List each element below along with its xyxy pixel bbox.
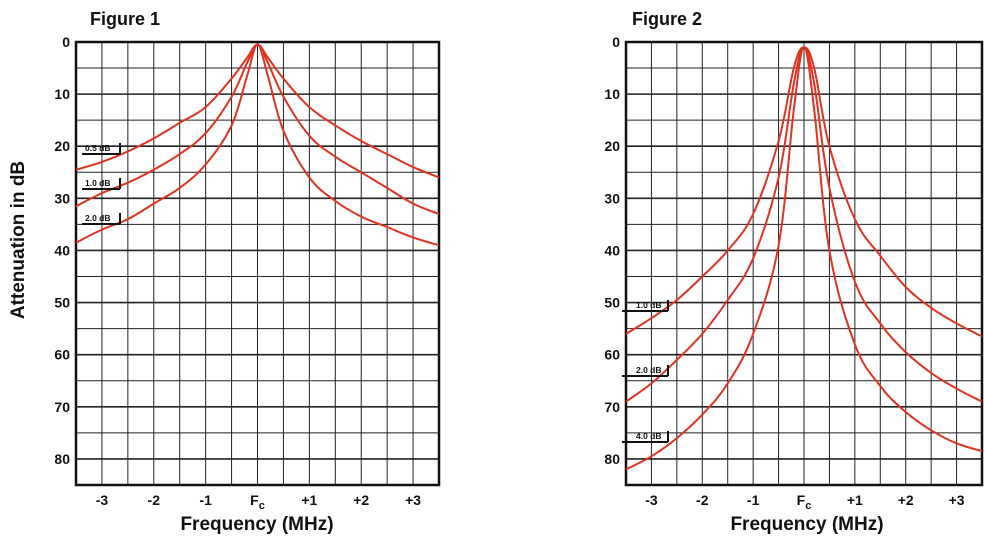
figure-1-x-axis-title: Frequency (MHz) [180,514,333,535]
figure-2-y-tick-label: 30 [604,190,620,206]
figure-2-y-tick-label: 0 [612,34,620,50]
figure-2-tag-label-0: 1.0 dB [636,300,662,310]
figure-1-plot-frame [74,40,441,487]
figure-2-title: Figure 2 [632,9,702,29]
figure-1-x-tick-label: +1 [301,492,317,508]
figure-2-y-tick-label: 20 [604,138,620,154]
figure-2: Figure 2 0 10 20 30 40 50 60 70 80 -3 -2 -1 Fc +1 +2 +3… [604,9,984,535]
figure-2-x-tick-label: -2 [696,492,709,508]
figure-1-y-tick-label: 30 [54,190,70,206]
figure-2-x-tick-label: +1 [847,492,863,508]
figure-2-tag-2: 4.0 dB [622,431,669,443]
figure-2-y-tick-label: 10 [604,86,620,102]
figure-1-y-tick-label: 50 [54,295,70,311]
figure-2-y-tick-label: 80 [604,451,620,467]
figure-2-x-tick-label: +2 [898,492,914,508]
figure-2-x-tick-label: Fc [797,492,812,512]
figure-1: Figure 1 Attenuation in dB 0 10 20 30 40 50 60… [8,9,441,535]
figure-1-x-tick-label: +2 [353,492,369,508]
figure-2-y-tick-label: 40 [604,242,620,258]
figure-1-tag-1: 1.0 dB [82,178,121,190]
figure-2-tag-label-1: 2.0 dB [636,365,662,375]
figure-2-x-axis-title: Frequency (MHz) [730,514,883,535]
figure-1-y-tick-label: 60 [54,347,70,363]
figure-1-y-tick-label: 10 [54,86,70,102]
figure-1-y-tick-label: 20 [54,138,70,154]
figure-2-tag-label-2: 4.0 dB [636,431,662,441]
figure-1-tag-label-1: 1.0 dB [85,178,111,188]
figure-1-series-group [75,43,440,247]
figure-1-tag-label-0: 0.5 dB [85,143,111,153]
figure-1-tag-0: 0.5 dB [82,143,121,155]
figure-1-y-tick-label: 0 [62,34,70,50]
figure-2-y-tick-label: 50 [604,295,620,311]
figure-2-tag-1: 2.0 dB [622,365,669,377]
figure-2-series-2 [625,46,983,471]
figure-2-x-tick-label: -1 [747,492,760,508]
figure-1-tag-2: 2.0 dB [82,213,121,225]
figure-2-plot-frame [624,40,984,487]
figure-1-x-tick-label: -1 [199,492,212,508]
figure-1-y-axis-title: Attenuation in dB [8,161,29,319]
figure-1-y-tick-label: 70 [54,399,70,415]
figure-1-x-tick-label: -3 [96,492,109,508]
figure-2-y-tick-label: 70 [604,399,620,415]
figure-1-grid: 0 10 20 30 40 50 60 70 80 -3 -2 -1 Fc +1 +2 +3 [54,34,441,512]
figure-1-x-tick-label: -2 [148,492,161,508]
figure-1-y-tick-label: 80 [54,451,70,467]
figure-1-tag-label-2: 2.0 dB [85,213,111,223]
figure-2-x-tick-label: +3 [949,492,965,508]
figure-1-title: Figure 1 [90,9,160,29]
figure-2-tag-0: 1.0 dB [622,300,669,312]
figure-2-y-tick-label: 60 [604,347,620,363]
figure-1-series-2 [75,43,440,247]
figure-1-x-tick-label: Fc [250,492,265,512]
figure-2-series-group [625,46,983,471]
figure-1-x-tick-label: +3 [405,492,421,508]
figure-2-x-tick-label: -3 [645,492,658,508]
figure-2-grid: 0 10 20 30 40 50 60 70 80 -3 -2 -1 Fc +1 +2 +3 [604,34,984,512]
figure-1-y-tick-label: 40 [54,242,70,258]
